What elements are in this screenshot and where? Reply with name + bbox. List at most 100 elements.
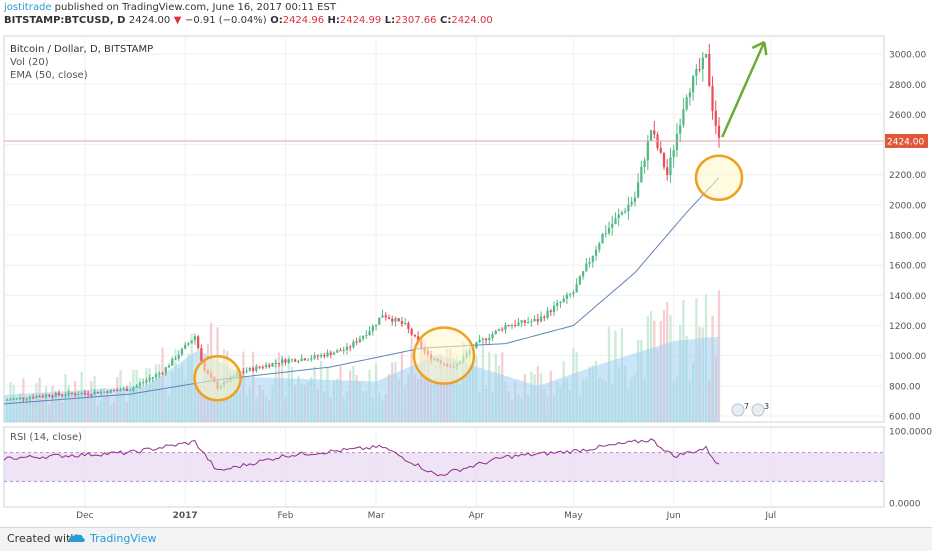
- candle-body: [533, 319, 536, 322]
- volume-ma-area: [4, 336, 719, 422]
- legend-title[interactable]: Bitcoin / Dollar, D, BITSTAMP: [10, 44, 154, 55]
- open-value: 2424.96: [282, 15, 325, 26]
- candle-body: [19, 397, 22, 399]
- candle-body: [617, 214, 620, 219]
- candle-body: [394, 318, 397, 322]
- candle-body: [287, 359, 290, 363]
- author-link[interactable]: jostitrade: [4, 2, 52, 13]
- candle-body: [640, 166, 643, 183]
- candle-body: [339, 350, 342, 352]
- candle-body: [264, 364, 268, 368]
- time-tick-label: Dec: [76, 511, 93, 521]
- candle-body: [349, 346, 352, 348]
- last-price-tag: [885, 133, 928, 148]
- candle-body: [190, 340, 193, 344]
- candle-body: [154, 374, 158, 378]
- candle-body: [251, 368, 255, 371]
- candle-body: [116, 390, 119, 392]
- candle-body: [310, 358, 313, 360]
- candle-body: [549, 310, 552, 313]
- close-label: C:: [439, 15, 452, 26]
- rsi-series: [3, 438, 884, 482]
- candle-body: [404, 322, 407, 324]
- candle-body: [174, 358, 177, 360]
- candle-body: [74, 393, 77, 395]
- candle-body: [242, 371, 245, 373]
- candle-body: [556, 302, 559, 306]
- candle-body: [15, 398, 19, 400]
- forecast-arrow-line: [721, 41, 766, 138]
- candle-body: [627, 204, 630, 212]
- candle-body: [510, 325, 514, 327]
- ema-line: [3, 177, 720, 405]
- candle-body: [497, 328, 501, 331]
- legend-rsi[interactable]: RSI (14, close): [10, 432, 83, 443]
- candle-body: [536, 319, 539, 322]
- candle-body: [171, 358, 174, 366]
- candle-body: [329, 352, 332, 355]
- candle-body: [517, 322, 520, 326]
- candle-body: [672, 149, 675, 158]
- symbol-quote-line: BITSTAMP:BTCUSD, D 2424.00 ▼ −0.91 (−0.0…: [4, 14, 493, 27]
- price-tick-label: 2000.00: [889, 201, 926, 211]
- legend-ema[interactable]: EMA (50, close): [10, 70, 88, 81]
- axis-labels: 600.00 800.00 1000.00 1200.00 1400.00 1600.00…: [76, 51, 932, 521]
- candle-body: [290, 359, 294, 361]
- candle-body: [546, 310, 549, 318]
- candle-body: [391, 318, 394, 322]
- candle-body: [345, 346, 349, 351]
- candle-body: [255, 366, 258, 371]
- candle-body: [93, 391, 96, 395]
- candle-body: [504, 325, 507, 330]
- close-value: 2424.00: [451, 15, 493, 26]
- candle-body: [38, 396, 41, 398]
- candle-body: [714, 110, 717, 126]
- price-change: −0.91 (−0.04%): [184, 15, 267, 26]
- low-label: L:: [384, 15, 396, 26]
- candle-body: [387, 317, 391, 319]
- candle-body: [416, 336, 420, 342]
- candle-body: [572, 292, 575, 295]
- price-tick-label: 2600.00: [889, 111, 926, 121]
- candle-body: [342, 350, 345, 352]
- rsi-tick-label: 0.0000: [889, 500, 921, 510]
- candle-body: [141, 382, 145, 384]
- tradingview-cloud-icon: [68, 534, 85, 542]
- high-label: H:: [327, 15, 340, 26]
- tradingview-brand[interactable]: TradingView: [90, 532, 157, 545]
- candle-body: [106, 391, 109, 393]
- published-text: published on TradingView.com, June 16, 2…: [54, 2, 336, 13]
- candle-body: [601, 234, 604, 244]
- candle-body: [407, 322, 410, 329]
- candle-body: [258, 366, 261, 368]
- candle-body: [28, 397, 32, 399]
- candle-body: [316, 355, 319, 357]
- candle-body: [245, 370, 248, 372]
- last-price: 2424.00: [128, 15, 171, 26]
- candle-body: [177, 354, 180, 359]
- candle-body: [630, 201, 633, 205]
- candle-body: [682, 109, 685, 126]
- candle-body: [61, 394, 64, 396]
- last-price-tag-label: 2424.00: [887, 137, 924, 147]
- candle-body: [355, 341, 358, 343]
- time-tick-label: Feb: [278, 511, 294, 521]
- candle-body: [125, 388, 129, 391]
- symbol-name[interactable]: BITSTAMP:BTCUSD, D: [4, 15, 126, 26]
- candle-body: [649, 130, 653, 141]
- candle-body: [491, 334, 494, 338]
- rsi-band: [4, 452, 884, 482]
- candle-body: [368, 331, 371, 336]
- rsi-tick-label: 100.0000: [889, 428, 932, 438]
- candle-body: [523, 320, 527, 323]
- candle-body: [361, 335, 365, 339]
- candle-body: [562, 298, 565, 303]
- legend-vol[interactable]: Vol (20): [10, 57, 49, 68]
- candle-body: [41, 396, 44, 398]
- footer-bar: Created with TradingView: [0, 527, 932, 551]
- candle-body: [352, 341, 355, 348]
- candle-body: [565, 294, 569, 299]
- candle-body: [685, 97, 688, 110]
